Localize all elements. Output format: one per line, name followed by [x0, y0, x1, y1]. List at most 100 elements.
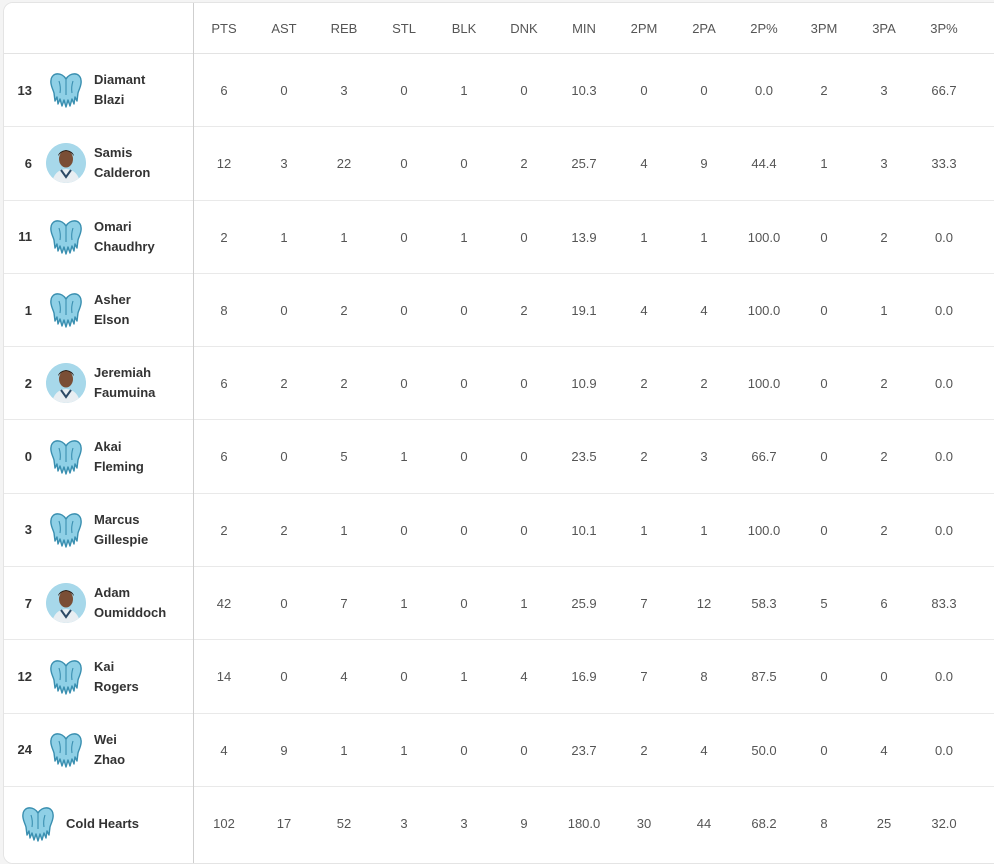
column-header-dnk[interactable]: DNK — [510, 21, 538, 36]
stat-cell-stl: 0 — [400, 669, 408, 685]
player-name[interactable]: Adam Oumiddoch — [94, 583, 166, 623]
column-header-3p-pct[interactable]: 3P% — [930, 21, 958, 36]
stat-cell-3pa: 6 — [880, 596, 888, 612]
stat-cell-min: 23.7 — [571, 742, 597, 758]
stat-cell-3pa: 2 — [880, 449, 888, 465]
player-last-name: Calderon — [94, 165, 151, 181]
player-name[interactable]: Asher Elson — [94, 290, 131, 330]
player-row[interactable]: 12 Kai Rogers — [4, 640, 193, 714]
stat-cell-stl: 1 — [400, 596, 408, 612]
stat-cell-2p-pct: 100.0 — [747, 229, 781, 245]
column-header-3pm[interactable]: 3PM — [810, 21, 838, 36]
stat-cell-dnk: 0 — [520, 449, 528, 465]
player-row[interactable]: 6 Samis Calderon — [4, 127, 193, 201]
player-name[interactable]: Kai Rogers — [94, 657, 139, 697]
stat-cell-2pa: 2 — [700, 376, 708, 392]
column-header-2pm[interactable]: 2PM — [630, 21, 658, 36]
column-header-min[interactable]: MIN — [572, 21, 596, 36]
player-row[interactable]: 24 Wei Zhao — [4, 714, 193, 787]
stat-cell-pts: 42 — [216, 596, 232, 612]
player-row[interactable]: 7 Adam Oumiddoch — [4, 567, 193, 641]
stat-cell-2pa: 3 — [700, 449, 708, 465]
stat-cell-blk: 1 — [460, 669, 468, 685]
column-header-pts[interactable]: PTS — [211, 21, 237, 36]
column-header-blk[interactable]: BLK — [451, 21, 477, 36]
stat-cell-2pa: 4 — [700, 302, 708, 318]
player-row[interactable]: 13 Diamant Blazi — [4, 54, 193, 128]
stat-cell-3pa: 4 — [880, 742, 888, 758]
stat-cell-2pm: 1 — [640, 229, 648, 245]
stat-cell-stl: 1 — [400, 742, 408, 758]
team-logo-icon — [18, 804, 58, 844]
stat-cell-reb: 52 — [336, 815, 352, 831]
team-logo-icon — [46, 657, 86, 697]
jersey-number: 13 — [17, 82, 32, 98]
player-row[interactable]: 11 Omari Chaudhry — [4, 201, 193, 274]
player-name[interactable]: Akai Fleming — [94, 437, 144, 477]
player-row[interactable]: 3 Marcus Gillespie — [4, 494, 193, 568]
stat-cell-2pa: 44 — [696, 815, 712, 831]
player-name[interactable]: Samis Calderon — [94, 143, 150, 183]
stat-cell-reb: 4 — [340, 669, 348, 685]
stat-cell-3pm: 0 — [820, 376, 828, 392]
stat-cell-3p-pct: 32.0 — [931, 815, 957, 831]
stat-cell-pts: 6 — [220, 376, 228, 392]
jersey-number: 2 — [24, 375, 32, 391]
stat-cell-ast: 17 — [276, 815, 292, 831]
player-first-name: Diamant — [94, 72, 146, 88]
stat-cell-reb: 2 — [340, 302, 348, 318]
stat-cell-min: 23.5 — [571, 449, 597, 465]
stat-cell-min: 19.1 — [571, 302, 597, 318]
stat-cell-3pm: 2 — [820, 83, 828, 98]
player-name[interactable]: Marcus Gillespie — [94, 510, 148, 550]
player-column-header — [4, 3, 193, 54]
stat-cell-ast: 3 — [280, 156, 288, 172]
player-stats-row: 4 9 1 1 0 0 23.7 2 4 50.0 0 4 0.0 — [194, 714, 994, 787]
player-name[interactable]: Diamant Blazi — [94, 70, 145, 110]
stat-cell-stl: 0 — [400, 376, 408, 392]
team-logo-icon — [46, 217, 86, 257]
stat-cell-min: 25.9 — [571, 596, 597, 612]
player-last-name: Fleming — [94, 458, 144, 474]
player-name[interactable]: Jeremiah Faumuina — [94, 363, 155, 403]
stat-cell-pts: 2 — [220, 229, 228, 245]
column-header-2p-pct[interactable]: 2P% — [750, 21, 778, 36]
stat-cell-ast: 0 — [280, 302, 288, 318]
stat-cell-2pm: 7 — [640, 669, 648, 685]
stat-cell-3pa: 2 — [880, 522, 888, 538]
stat-cell-3p-pct: 0.0 — [934, 669, 954, 685]
column-header-f[interactable]: F — [974, 21, 994, 36]
stat-cell-2p-pct: 100.0 — [747, 302, 781, 318]
stat-cell-2pa: 1 — [700, 522, 708, 538]
player-row[interactable]: 1 Asher Elson — [4, 274, 193, 348]
column-header-reb[interactable]: REB — [330, 21, 358, 36]
player-stats-row: 6 0 5 1 0 0 23.5 2 3 66.7 0 2 0.0 — [194, 420, 994, 494]
player-photo — [46, 583, 86, 624]
stat-cell-reb: 1 — [340, 522, 348, 538]
stat-cell-2pm: 7 — [640, 596, 648, 612]
stat-cell-2pm: 2 — [640, 449, 648, 465]
stat-cell-3pm: 0 — [820, 742, 828, 758]
stat-cell-3pm: 1 — [820, 156, 828, 172]
player-name[interactable]: Omari Chaudhry — [94, 217, 155, 257]
player-stats-row: 2 2 1 0 0 0 10.1 1 1 100.0 0 2 0.0 — [194, 494, 994, 568]
stat-cell-2pm: 4 — [640, 156, 648, 172]
stat-cell-3pm: 0 — [820, 522, 828, 538]
stat-cell-3p-pct: 0.0 — [934, 522, 954, 538]
column-header-ast[interactable]: AST — [271, 21, 297, 36]
stat-cell-min: 13.9 — [571, 229, 597, 245]
player-last-name: Elson — [94, 312, 130, 328]
stat-cell-dnk: 0 — [520, 83, 528, 98]
player-name[interactable]: Wei Zhao — [94, 730, 125, 770]
column-header-2pa[interactable]: 2PA — [692, 21, 716, 36]
stat-cell-blk: 0 — [460, 522, 468, 538]
stat-cell-pts: 8 — [220, 302, 228, 318]
column-header-stl[interactable]: STL — [392, 21, 416, 36]
stats-table[interactable]: PTS AST REB STL BLK DNK MIN 2PM 2PA 2P% 3PM 3PA 3P% F… — [194, 3, 994, 863]
player-row[interactable]: 0 Akai Fleming — [4, 420, 193, 494]
player-first-name: Omari — [94, 218, 132, 234]
stat-cell-2pm: 30 — [636, 815, 652, 831]
player-first-name: Samis — [94, 145, 133, 161]
player-row[interactable]: 2 Jeremiah Faumuina — [4, 347, 193, 421]
column-header-3pa[interactable]: 3PA — [872, 21, 896, 36]
